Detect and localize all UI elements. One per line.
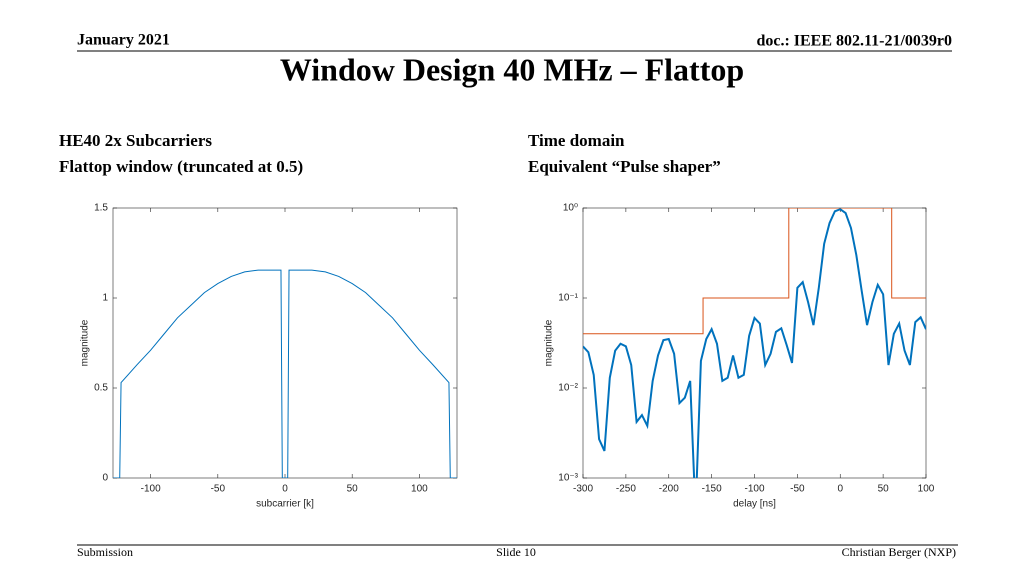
x-tick-label: -150 [702, 484, 722, 495]
x-tick-label: 0 [837, 484, 843, 495]
x-tick-label: -200 [659, 484, 679, 495]
x-tick-label: -300 [573, 484, 593, 495]
caption: Time domain [528, 131, 625, 150]
y-tick-label: 10⁻¹ [558, 293, 578, 304]
y-tick-label: 0.5 [94, 383, 108, 394]
series-line [583, 208, 926, 335]
footer-right: Christian Berger (NXP) [842, 545, 956, 559]
y-tick-label: 10⁰ [563, 203, 578, 214]
plot-area [112, 207, 458, 479]
y-axis-label: magnitude [80, 319, 91, 366]
x-tick-label: -100 [141, 484, 161, 495]
x-tick-label: 100 [918, 484, 935, 495]
x-tick-label: 100 [411, 484, 428, 495]
y-tick-label: 10⁻² [558, 383, 578, 394]
series-line [583, 208, 926, 478]
caption: Equivalent “Pulse shaper” [528, 157, 721, 176]
x-tick-label: 0 [282, 484, 288, 495]
x-tick-label: -50 [790, 484, 805, 495]
header-date: January 2021 [77, 32, 170, 49]
footer-center: Slide 10 [496, 545, 536, 559]
x-axis-label: delay [ns] [733, 499, 776, 510]
footer-left: Submission [77, 545, 133, 559]
y-axis-label: magnitude [544, 319, 555, 366]
slide-title: Window Design 40 MHz – Flattop [280, 51, 744, 87]
x-axis-label: subcarrier [k] [256, 499, 314, 510]
y-tick-label: 0 [102, 473, 108, 484]
x-tick-label: -250 [616, 484, 636, 495]
y-tick-label: 1.5 [94, 203, 108, 214]
plot-area [582, 207, 927, 479]
x-tick-label: -50 [211, 484, 226, 495]
x-tick-label: 50 [347, 484, 359, 495]
header-doc: doc.: IEEE 802.11-21/0039r0 [756, 33, 952, 50]
x-tick-label: 50 [878, 484, 890, 495]
series-line [113, 269, 457, 478]
y-tick-label: 1 [102, 293, 108, 304]
y-tick-label: 10⁻³ [558, 473, 578, 484]
caption: Flattop window (truncated at 0.5) [59, 157, 303, 176]
caption: HE40 2x Subcarriers [59, 131, 212, 150]
x-tick-label: -100 [744, 484, 764, 495]
